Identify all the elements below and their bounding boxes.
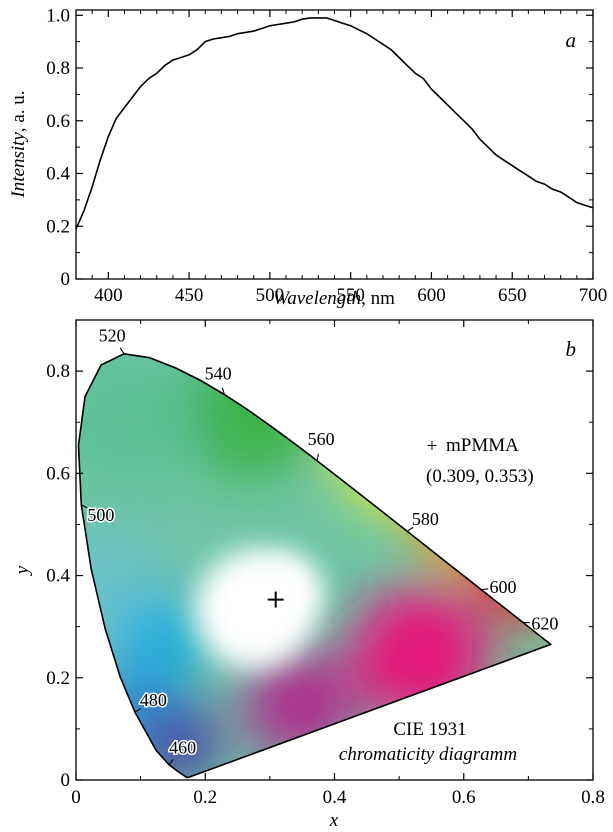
panel-a-y-tick-label: 0.4 (46, 164, 70, 185)
panel-b-x-tick-label: 0.8 (581, 787, 605, 808)
wavelength-tick (134, 707, 142, 713)
wavelength-label: 600 (490, 577, 517, 597)
panel-b-x-tick-labels: 0 0.2 0.4 0.6 0.8 (71, 787, 605, 808)
wavelength-tick (406, 526, 414, 532)
mpmma-point (267, 591, 284, 608)
wavelength-label: 620 (531, 613, 558, 633)
panel-a-x-tick-label: 600 (417, 285, 446, 306)
panel-b-x-axis-title: x (329, 810, 339, 831)
wavelength-label: 560 (308, 429, 335, 449)
panel-a-x-tick-label: 700 (579, 285, 608, 306)
panel-a-y-axis-title: Intensity, a. u. (8, 90, 29, 198)
panel-b-letter: b (566, 337, 577, 361)
panel-a-y-tick-label: 0 (61, 269, 71, 290)
panel-b-y-tick-label: 0.6 (46, 463, 70, 484)
wavelength-label: 580 (412, 509, 439, 529)
panel-a-ticks (75, 10, 594, 280)
panel-a-x-tick-label: 400 (94, 285, 123, 306)
chromaticity-fill (78, 353, 551, 778)
legend-marker-symbol: + (427, 436, 438, 457)
panel-a-y-tick-label: 1.0 (46, 5, 70, 26)
panel-b: 0 0.2 0.4 0.6 0.8 0 0.2 0.4 0.6 0.8 520 540 560 580… (12, 319, 605, 831)
wavelength-tick (81, 504, 88, 509)
panel-a-x-tick-label: 550 (336, 285, 365, 306)
legend-sample-name: mPMMA (446, 435, 519, 456)
wavelength-label: 480 (140, 690, 167, 710)
panel-a: 400 450 500 550 600 650 700 0 0.2 0.4 0.6 0.8 1.0 a… (8, 5, 607, 309)
panel-a-y-tick-label: 0.2 (46, 216, 70, 237)
panel-b-x-tick-label: 0.2 (193, 787, 217, 808)
panel-b-y-tick-label: 0.2 (46, 668, 70, 689)
wavelength-tick (119, 347, 125, 355)
panel-a-x-tick-label: 650 (498, 285, 527, 306)
panel-b-y-tick-label: 0.8 (46, 361, 70, 382)
panel-b-y-tick-label: 0 (61, 770, 71, 791)
panel-b-x-tick-label: 0.4 (323, 787, 347, 808)
panel-a-x-tick-labels: 400 450 500 550 600 650 700 (94, 285, 607, 306)
panel-a-y-tick-label: 0.6 (46, 111, 70, 132)
wavelength-tick (168, 758, 174, 766)
panel-a-letter: a (566, 28, 577, 52)
wavelength-label: 540 (205, 363, 232, 383)
intensity-curve (75, 17, 594, 230)
panel-b-x-tick-label: 0.6 (452, 787, 476, 808)
panel-b-x-tick-label: 0 (71, 787, 81, 808)
panel-a-y-tick-label: 0.8 (46, 58, 70, 79)
wavelength-tick (221, 387, 225, 395)
wavelength-label: 460 (169, 737, 196, 757)
cie-annotation-line2: chromaticity diagramm (339, 744, 517, 765)
legend-coordinates: (0.309, 0.353) (426, 466, 534, 487)
wavelength-tick (316, 453, 319, 461)
panel-a-frame (75, 9, 594, 280)
spectral-locus (77, 353, 552, 779)
panel-a-x-axis-title: Wavelength, nm (273, 288, 395, 309)
wavelength-tick (481, 588, 489, 591)
cie-annotation-line1: CIE 1931 (393, 719, 466, 740)
wavelength-label: 500 (87, 505, 114, 525)
panel-a-y-tick-labels: 0 0.2 0.4 0.6 0.8 1.0 (46, 5, 70, 290)
panel-a-x-tick-label: 450 (175, 285, 204, 306)
panel-b-y-axis-title: y (12, 565, 33, 576)
panel-b-y-tick-label: 0.4 (46, 566, 70, 587)
panel-b-ticks (75, 320, 594, 781)
panel-b-y-tick-labels: 0 0.2 0.4 0.6 0.8 (46, 361, 70, 791)
panel-a-x-tick-label: 500 (256, 285, 285, 306)
wavelength-labels: 520 540 560 580 600 620 500 480 460 (81, 325, 558, 766)
wavelength-label: 520 (99, 325, 126, 345)
